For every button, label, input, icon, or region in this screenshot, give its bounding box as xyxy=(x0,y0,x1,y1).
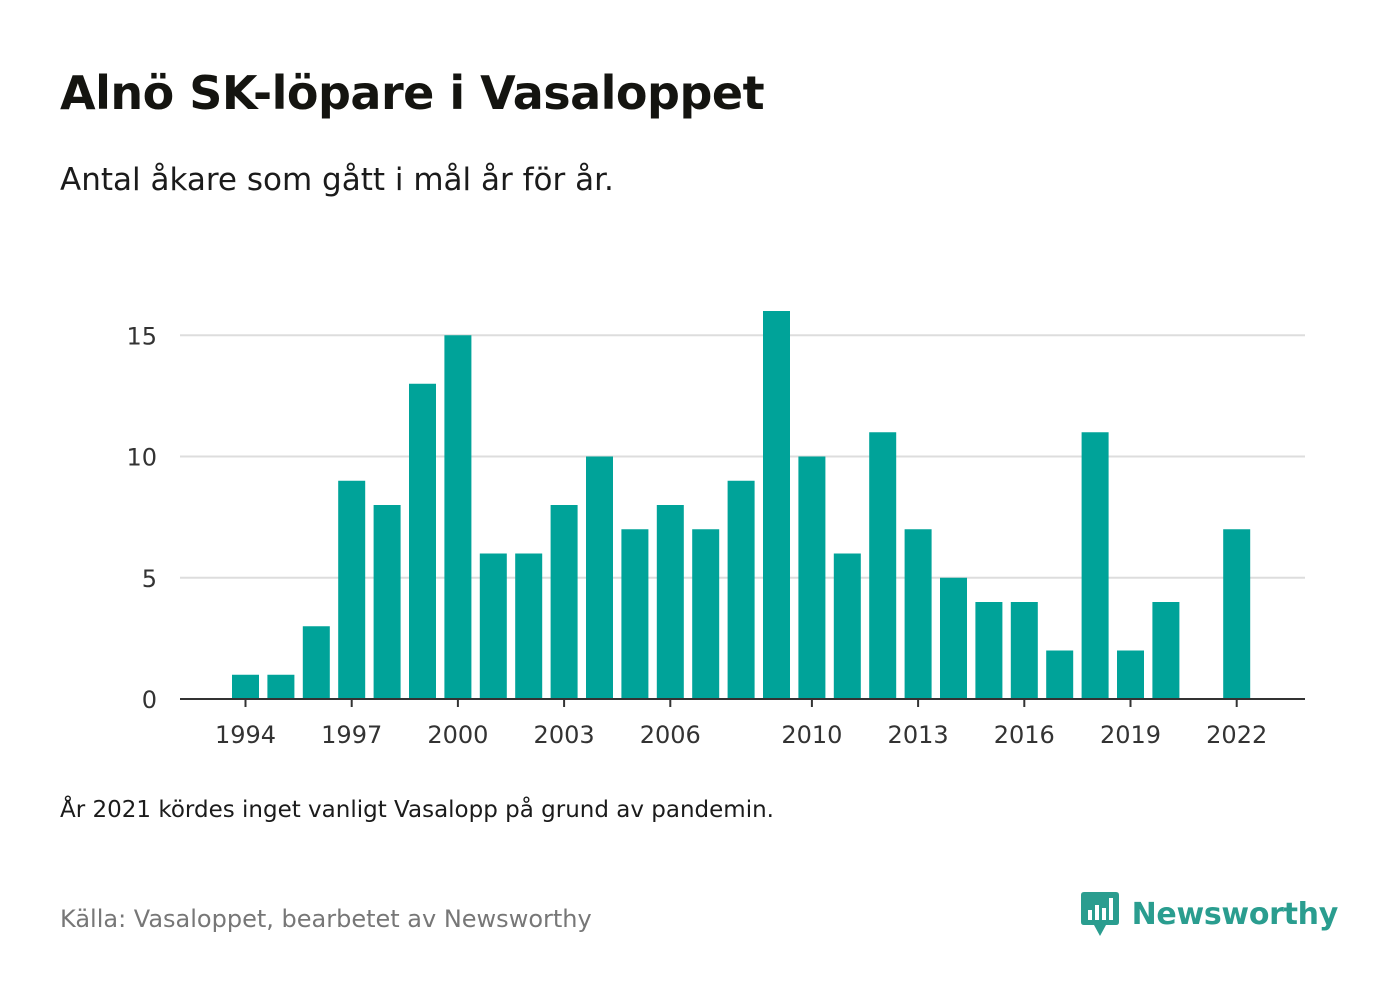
x-tick-label-2010: 2010 xyxy=(781,721,842,749)
bar-2003 xyxy=(550,505,578,699)
bar-2010 xyxy=(798,456,826,699)
x-tick-label-2006: 2006 xyxy=(640,721,701,749)
bar-2017 xyxy=(1046,650,1074,699)
bar-2018 xyxy=(1081,432,1109,699)
x-tick-labels: 1994 1997 2000 2003 2006 2010 2013 2016 2019 2022 xyxy=(215,721,1267,749)
bar-1994 xyxy=(232,674,259,699)
chart-title: Alnö SK-löpare i Vasaloppet xyxy=(60,66,765,120)
x-tick-label-2016: 2016 xyxy=(994,721,1055,749)
bar-2014 xyxy=(940,577,967,699)
bar-2015 xyxy=(975,602,1003,699)
bars xyxy=(232,311,1251,699)
bar-1997 xyxy=(338,480,366,699)
footnote: År 2021 kördes inget vanligt Vasalopp på… xyxy=(60,797,774,823)
bar-2002 xyxy=(515,553,543,699)
bar-1999 xyxy=(409,383,436,699)
bar-1998 xyxy=(373,505,401,699)
bar-2000 xyxy=(444,335,472,699)
bar-2022 xyxy=(1223,529,1251,699)
x-tick-label-2019: 2019 xyxy=(1100,721,1161,749)
y-tick-labels: 0 5 10 15 xyxy=(126,322,157,714)
bar-chart: 0 5 10 15 1994 1997 2000 2003 2006 2010 2013 2016 2… xyxy=(126,311,1305,749)
chart-subtitle: Antal åkare som gått i mål år för år. xyxy=(60,162,614,198)
y-tick-label-15: 15 xyxy=(126,322,157,350)
bar-1996 xyxy=(302,626,330,699)
bar-2005 xyxy=(621,529,649,699)
x-tick-label-2022: 2022 xyxy=(1206,721,1267,749)
bar-2006 xyxy=(656,505,684,699)
y-tick-label-5: 5 xyxy=(142,565,157,593)
bar-2013 xyxy=(904,529,932,699)
brand-logo: Newsworthy xyxy=(1080,890,1338,938)
bar-2020 xyxy=(1152,602,1180,699)
bar-2007 xyxy=(692,529,720,699)
x-tick-label-2000: 2000 xyxy=(427,721,488,749)
y-tick-label-0: 0 xyxy=(142,686,157,714)
newsworthy-logo-icon xyxy=(1080,892,1119,936)
x-tick-label-1994: 1994 xyxy=(215,721,276,749)
bar-1995 xyxy=(267,674,295,699)
bar-2009 xyxy=(763,311,790,699)
bar-2001 xyxy=(479,553,507,699)
bar-2016 xyxy=(1010,602,1038,699)
x-tick-label-2003: 2003 xyxy=(534,721,595,749)
x-axis xyxy=(180,698,1305,707)
bar-2004 xyxy=(586,456,613,699)
source-text: Källa: Vasaloppet, bearbetet av Newswort… xyxy=(60,905,592,933)
bar-2008 xyxy=(727,480,755,699)
bar-2012 xyxy=(869,432,897,699)
y-tick-label-10: 10 xyxy=(126,444,157,472)
x-tick-label-2013: 2013 xyxy=(888,721,949,749)
bar-2011 xyxy=(833,553,861,699)
brand-name: Newsworthy xyxy=(1131,896,1339,932)
bar-2019 xyxy=(1117,650,1144,699)
x-tick-label-1997: 1997 xyxy=(321,721,382,749)
